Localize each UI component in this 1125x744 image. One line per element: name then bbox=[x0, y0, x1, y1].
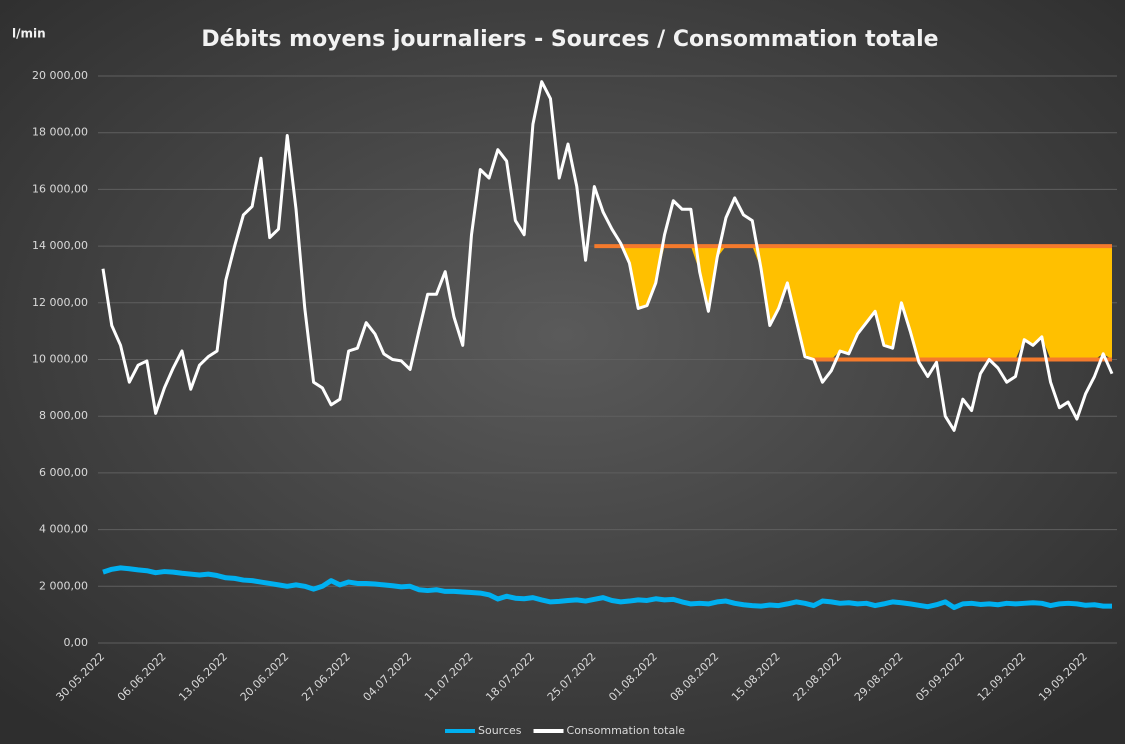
y-tick-label: 20 000,00 bbox=[32, 69, 88, 82]
legend-label: Consommation totale bbox=[567, 724, 686, 737]
y-tick-label: 6 000,00 bbox=[39, 466, 88, 479]
y-tick-label: 12 000,00 bbox=[32, 296, 88, 309]
y-tick-label: 2 000,00 bbox=[39, 579, 88, 592]
chart-title: Débits moyens journaliers - Sources / Co… bbox=[201, 27, 938, 52]
y-tick-label: 4 000,00 bbox=[39, 523, 88, 536]
highlight-area bbox=[594, 246, 1112, 360]
series-line bbox=[102, 565, 1112, 611]
y-tick-label: 18 000,00 bbox=[32, 126, 88, 139]
series-line bbox=[101, 80, 1114, 432]
y-tick-label: 8 000,00 bbox=[39, 409, 88, 422]
y-tick-label: 0,00 bbox=[64, 636, 89, 649]
y-tick-label: 10 000,00 bbox=[32, 353, 88, 366]
y-tick-label: 16 000,00 bbox=[32, 182, 88, 195]
legend-label: Sources bbox=[478, 724, 522, 737]
y-axis-label: l/min bbox=[12, 27, 46, 41]
y-tick-label: 14 000,00 bbox=[32, 239, 88, 252]
